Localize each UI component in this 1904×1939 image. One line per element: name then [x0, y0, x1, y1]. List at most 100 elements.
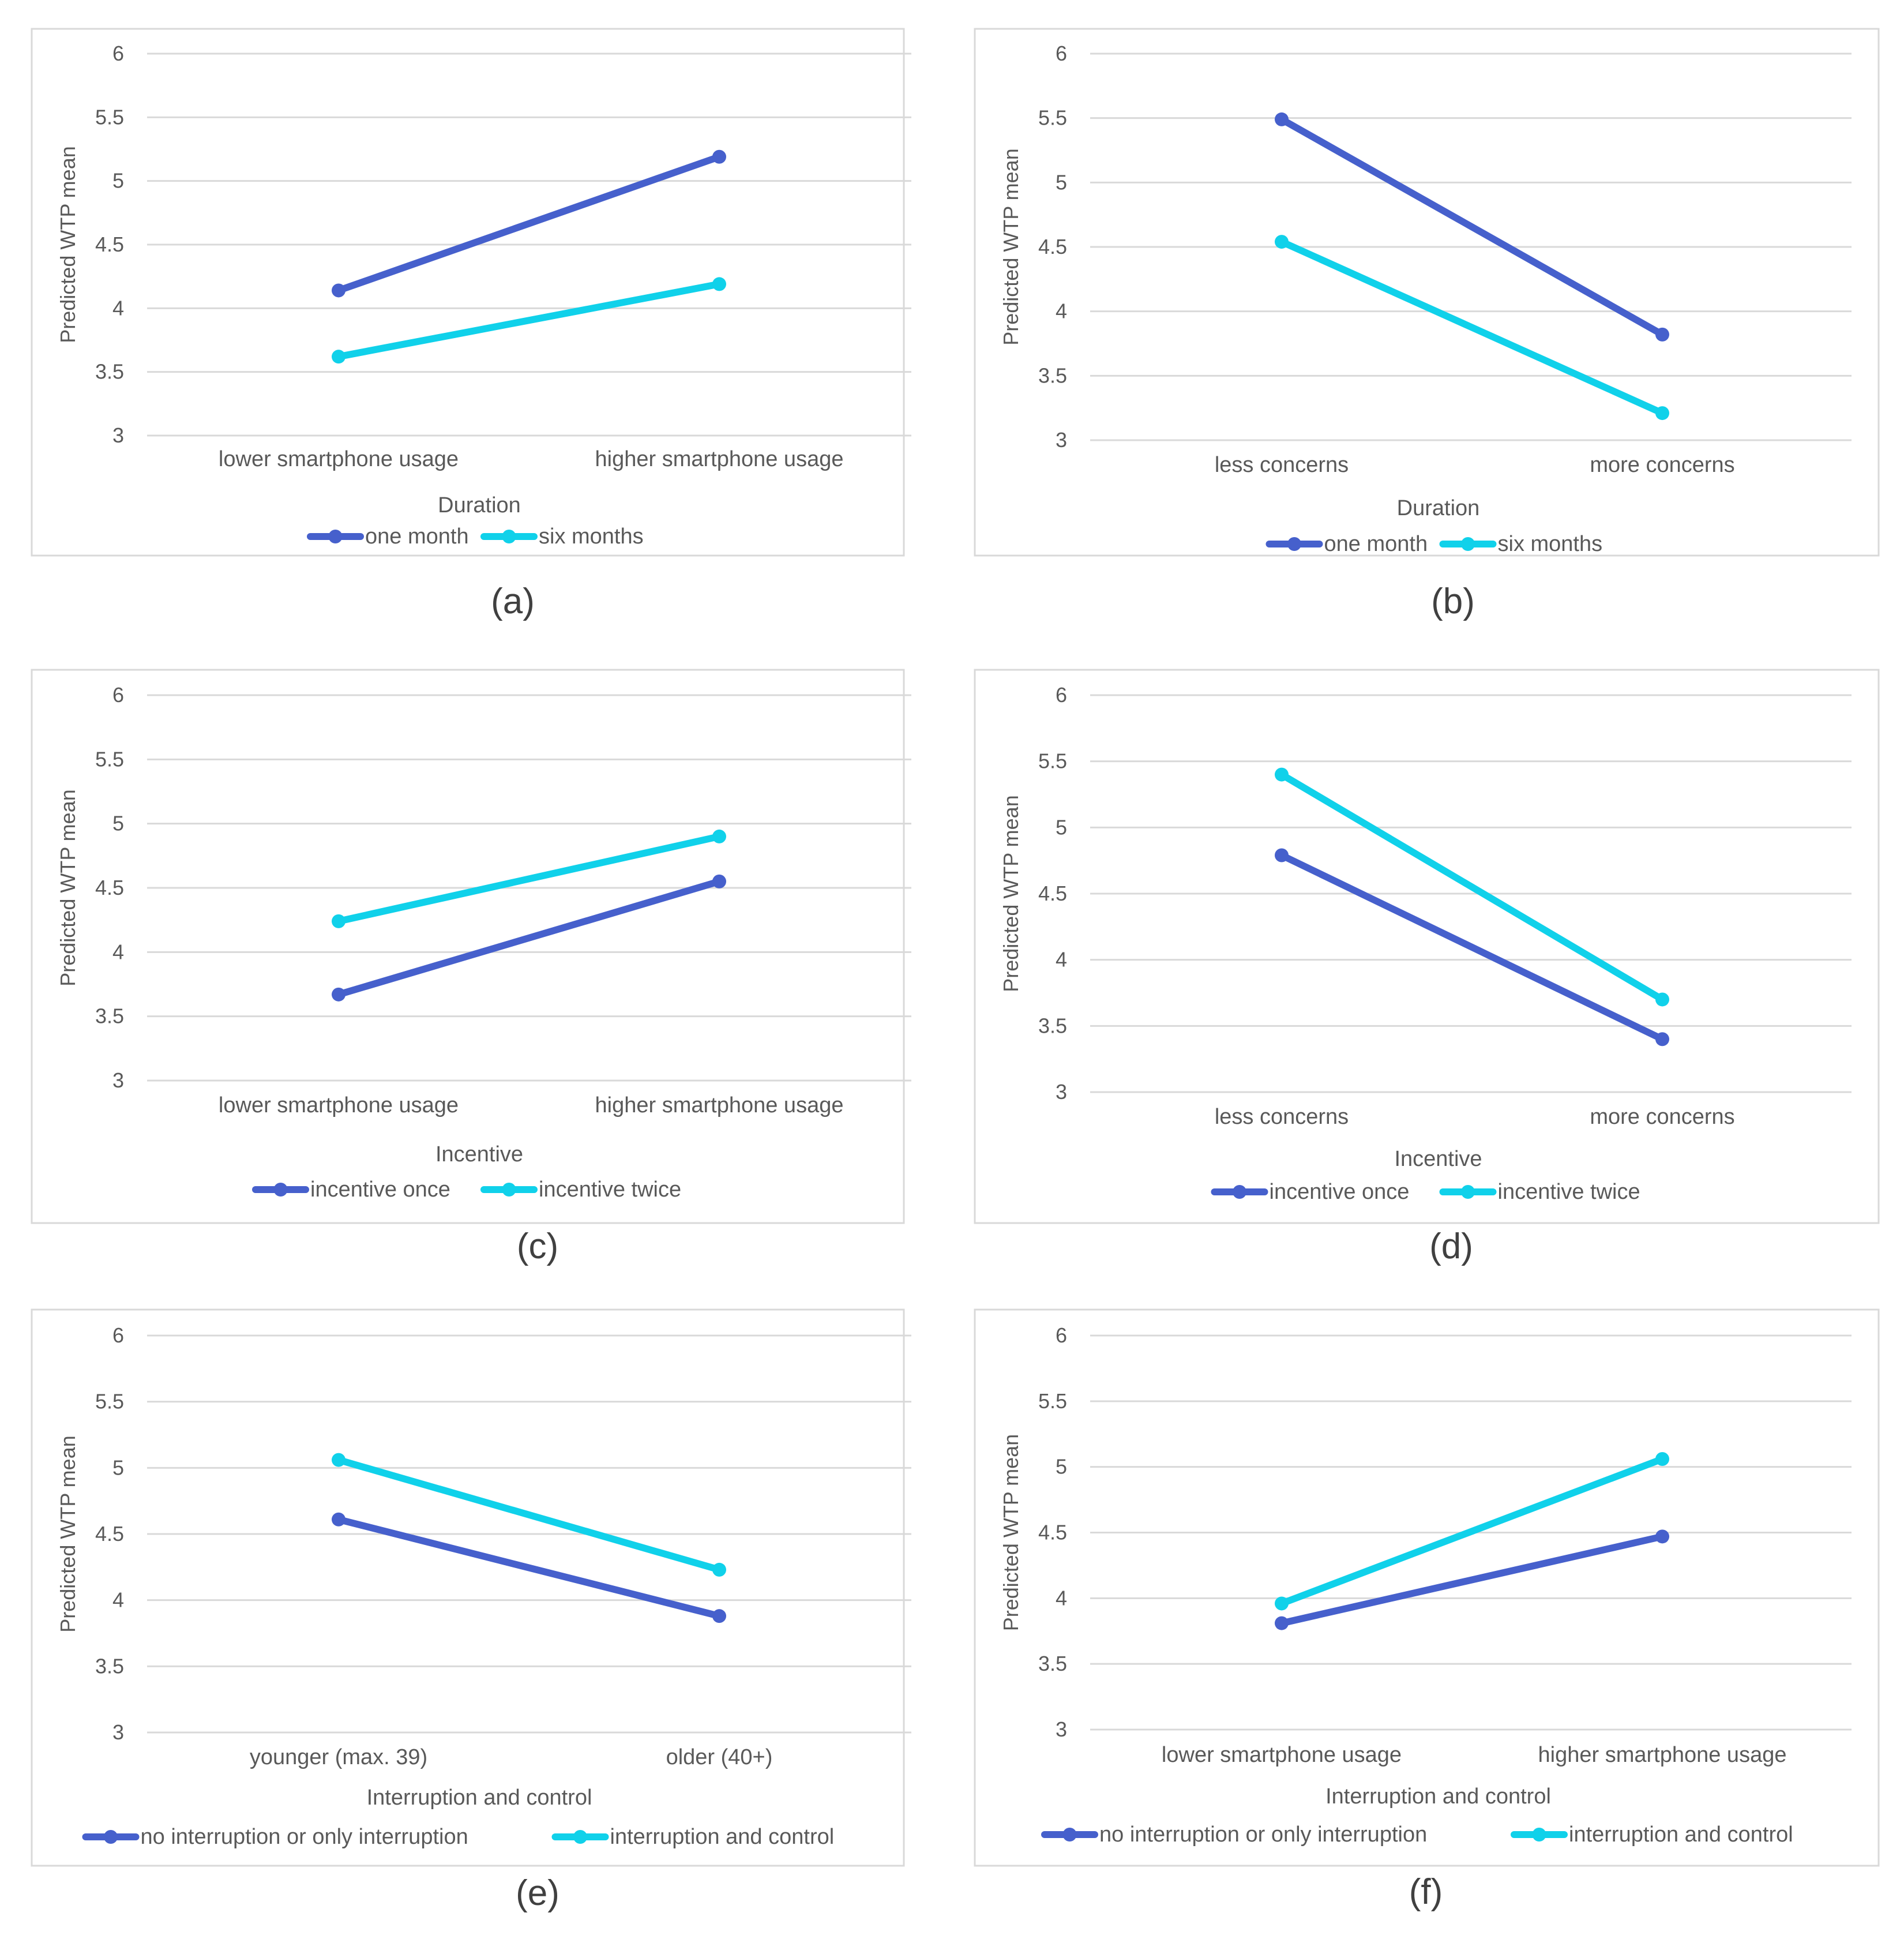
legend-entry-label: incentive twice [1498, 1180, 1640, 1204]
y-tick-label: 4.5 [95, 232, 124, 256]
data-point-series-1 [712, 874, 726, 888]
panel-caption: (c) [517, 1227, 558, 1266]
x-category-label: less concerns [1215, 453, 1349, 477]
y-tick-label: 4.5 [1038, 1521, 1067, 1544]
series-line-2 [335, 832, 723, 925]
data-point-series-2 [1655, 406, 1669, 421]
y-tick-label: 4 [1056, 1586, 1067, 1610]
y-tick-label: 3.5 [1038, 363, 1067, 387]
legend-swatch-marker [104, 1830, 118, 1844]
panel-caption: (e) [516, 1873, 559, 1913]
legend-entry-label: no interruption or only interruption [1099, 1822, 1427, 1847]
y-tick-label: 5.5 [1038, 1389, 1067, 1413]
chart-frame [974, 28, 1880, 557]
y-tick-label: 3 [112, 1068, 124, 1092]
chart-frame [31, 28, 905, 557]
y-tick-label: 5 [112, 169, 124, 193]
y-tick-label: 5.5 [1038, 749, 1067, 773]
data-point-series-2 [1275, 235, 1289, 249]
legend-entry-label: six months [1498, 532, 1603, 556]
x-category-label: lower smartphone usage [219, 447, 459, 471]
legend-entry-label: six months [539, 524, 644, 549]
legend-entry-label: incentive once [310, 1177, 450, 1202]
y-tick-label: 4 [112, 296, 124, 320]
y-tick-label: 4 [1056, 299, 1067, 323]
chart-frame [31, 669, 905, 1224]
series-line-2 [335, 280, 723, 361]
series-line-2 [1278, 771, 1666, 1003]
y-tick-label: 3 [1056, 1717, 1067, 1741]
data-point-series-2 [1655, 992, 1669, 1007]
data-point-series-2 [712, 277, 726, 291]
y-axis-label: Predicted WTP mean [56, 789, 80, 986]
x-category-label: higher smartphone usage [595, 1093, 844, 1117]
y-tick-label: 5.5 [95, 747, 124, 771]
data-point-series-1 [1655, 1529, 1669, 1544]
legend-swatch-marker [502, 530, 516, 543]
y-axis-label: Predicted WTP mean [56, 1435, 80, 1632]
series-line-1 [335, 877, 723, 998]
data-point-series-2 [712, 829, 726, 843]
data-point-series-1 [332, 987, 346, 1002]
legend-entry-label: one month [1324, 532, 1428, 556]
y-tick-label: 4.5 [1038, 235, 1067, 258]
legend-swatch-marker [1062, 1828, 1077, 1842]
y-tick-label: 3.5 [1038, 1014, 1067, 1037]
legend-entry-label: incentive once [1270, 1180, 1410, 1204]
y-tick-label: 3.5 [1038, 1652, 1067, 1675]
panel-caption: (b) [1431, 582, 1475, 621]
legend-title: Incentive [1394, 1147, 1482, 1171]
legend-title: Duration [1397, 496, 1480, 520]
x-category-label: more concerns [1590, 1105, 1734, 1129]
y-tick-label: 3 [112, 423, 124, 447]
legend-entry-label: one month [365, 524, 469, 549]
data-point-series-2 [1275, 1596, 1289, 1611]
x-category-label: higher smartphone usage [1538, 1743, 1787, 1767]
legend-title: Incentive [435, 1142, 523, 1167]
panel-caption: (f) [1409, 1872, 1443, 1912]
y-tick-label: 6 [1056, 683, 1067, 707]
x-category-label: less concerns [1215, 1105, 1349, 1129]
legend-swatch-marker [1461, 1185, 1475, 1199]
series-line-2 [335, 1456, 723, 1573]
legend-title: Interruption and control [367, 1786, 592, 1810]
data-point-series-2 [1275, 767, 1289, 782]
data-point-series-2 [712, 1562, 726, 1577]
y-tick-label: 5 [112, 1456, 124, 1479]
data-point-series-1 [1275, 112, 1289, 126]
legend-swatch-marker [328, 530, 343, 543]
legend-swatch-marker [1461, 537, 1475, 551]
y-tick-label: 6 [112, 1323, 124, 1347]
y-tick-label: 6 [112, 42, 124, 65]
legend-title: Interruption and control [1325, 1784, 1551, 1809]
data-point-series-2 [332, 350, 346, 364]
y-tick-label: 5 [1056, 815, 1067, 839]
y-tick-label: 4 [1056, 948, 1067, 972]
y-tick-label: 5.5 [95, 1390, 124, 1413]
series-line-1 [335, 153, 723, 294]
data-point-series-1 [712, 1609, 726, 1623]
y-tick-label: 3.5 [95, 1654, 124, 1678]
data-point-series-1 [332, 1512, 346, 1527]
chart-frame [31, 1308, 905, 1867]
y-tick-label: 4.5 [95, 876, 124, 899]
legend-entry-label: interruption and control [1569, 1822, 1793, 1847]
y-tick-label: 3.5 [95, 1004, 124, 1028]
data-point-series-2 [332, 914, 346, 928]
legend-swatch-marker [273, 1183, 288, 1197]
x-category-label: lower smartphone usage [1162, 1743, 1402, 1767]
legend-swatch-marker [1233, 1185, 1246, 1199]
y-tick-label: 3 [112, 1720, 124, 1744]
y-axis-label: Predicted WTP mean [56, 146, 80, 343]
data-point-series-2 [1655, 1452, 1669, 1467]
y-tick-label: 3 [1056, 1080, 1067, 1104]
chart-panel-a: 3 3.5 4 4.5 5 5.5 6 Predicted WTP mean lower sma… [31, 28, 911, 621]
y-tick-label: 4.5 [1038, 882, 1067, 905]
chart-panel-b: 3 3.5 4 4.5 5 5.5 6 Predicted WTP mean less conc… [974, 28, 1880, 621]
data-point-series-2 [332, 1453, 346, 1467]
x-category-label: lower smartphone usage [219, 1093, 459, 1117]
chart-panel-d: 3 3.5 4 4.5 5 5.5 6 Predicted WTP mean less conc… [974, 669, 1880, 1266]
chart-frame [974, 669, 1880, 1224]
data-point-series-1 [1655, 1032, 1669, 1047]
y-axis-label: Predicted WTP mean [999, 795, 1023, 992]
